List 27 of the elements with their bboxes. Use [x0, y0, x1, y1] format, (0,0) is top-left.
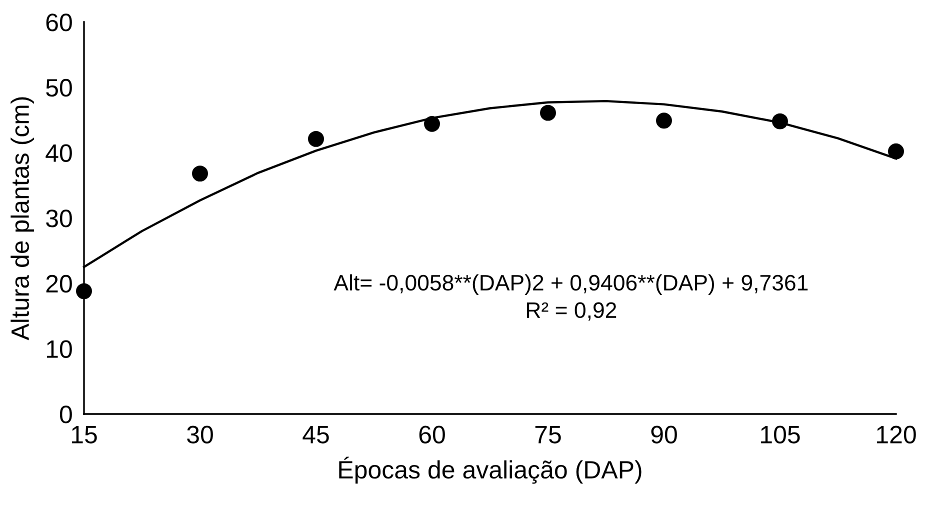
- y-tick-label: 50: [46, 78, 72, 97]
- point: [308, 130, 324, 147]
- point: [888, 143, 904, 160]
- y-tick-label: 10: [46, 340, 72, 358]
- x-tick-label: 75: [535, 426, 561, 444]
- x-tick-label: 60: [419, 426, 445, 444]
- y-axis-title: Altura de plantas (cm): [10, 97, 34, 340]
- point: [772, 113, 788, 130]
- x-tick-label: 15: [72, 426, 97, 444]
- annotation: R² = 0,92: [527, 302, 616, 321]
- x-tick-label: 45: [302, 426, 329, 444]
- y-tick-label: 40: [46, 144, 72, 162]
- point: [76, 283, 92, 300]
- annotation: Alt= -0,0058**(DAP)2 + 0,9406**(DAP) + 9,7361: [334, 274, 808, 295]
- y-tick-label: 30: [46, 210, 72, 228]
- x-tick-label: 90: [651, 426, 677, 444]
- y-tick-label: 20: [46, 274, 72, 293]
- y-tick-label: 60: [46, 14, 72, 32]
- x-tick-label: 30: [187, 426, 213, 444]
- x-tick-label: 120: [877, 426, 916, 444]
- point: [656, 112, 672, 129]
- point: [540, 104, 556, 121]
- x-axis-title: Épocas de avaliação (DAP): [339, 456, 642, 484]
- y-tick-label: 0: [60, 406, 72, 424]
- point: [424, 116, 440, 132]
- x-tick-label: 105: [761, 426, 800, 444]
- point: [192, 166, 208, 182]
